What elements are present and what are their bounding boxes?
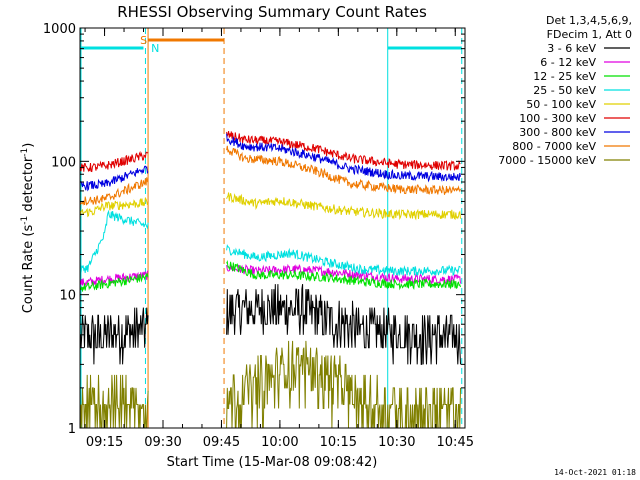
series-line [226,131,461,171]
legend-header-line-1: Det 1,3,4,5,6,9, [546,14,632,27]
legend-label-5: 100 - 300 keV [519,112,596,125]
series-line [226,244,461,277]
saa-marker: S [140,34,147,47]
series-50_100keV [80,192,461,221]
y-axis-label-sup1: -1 [20,216,30,225]
series-12_25keV [80,260,461,292]
series-line [80,177,149,206]
series-layer [80,131,461,428]
x-tick-label-1: 09:30 [144,435,181,450]
x-tick-label-5: 10:30 [378,435,415,450]
legend-label-4: 50 - 100 keV [526,98,596,111]
y-axis-label: Count Rate (s-1 detector-1) [20,143,36,314]
series-line [80,150,149,173]
series-100_300keV [80,131,461,173]
chart-title: RHESSI Observing Summary Count Rates [117,3,427,21]
series-line [226,263,461,285]
legend-label-6: 300 - 800 keV [519,126,596,139]
legend-header: Det 1,3,4,5,6,9, FDecim 1, Att 0 [546,14,632,41]
legend-label-7: 800 - 7000 keV [512,140,596,153]
legend-label-0: 3 - 6 keV [547,42,596,55]
series-3_6keV [80,284,461,365]
legend-label-8: 7000 - 15000 keV [498,154,596,167]
series-line [226,284,461,365]
y-tick-label-0: 1 [68,422,76,437]
series-line [80,165,149,192]
plot-frame [79,27,466,429]
x-tick-label-0: 09:15 [86,435,123,450]
series-line [80,374,149,428]
y-tick-label-2: 100 [51,155,76,170]
series-line [226,340,461,428]
series-line [80,209,149,273]
series-line [226,145,461,195]
legend-header-line-2: FDecim 1, Att 0 [547,28,632,41]
series-line [226,133,461,183]
y-axis-label-end: ) [21,143,36,148]
x-tick-label-3: 10:00 [261,435,298,450]
legend-label-1: 6 - 12 keV [540,56,596,69]
y-axis-label-mid: detector [21,156,36,216]
x-tick-label-2: 09:45 [203,435,240,450]
legend-label-3: 25 - 50 keV [533,84,596,97]
y-axis-label-main: Count Rate (s [21,225,36,314]
night-marker: N [151,42,159,55]
legend-label-2: 12 - 25 keV [533,70,596,83]
series-line [80,307,149,365]
y-tick-label-3: 1000 [43,22,76,37]
axes: 09:15 09:30 09:45 10:00 10:15 10:30 10:45 1 10 10… [43,22,474,450]
y-axis-label-sup2: -1 [20,148,30,157]
x-tick-label-4: 10:15 [320,435,357,450]
y-tick-label-1: 10 [59,289,76,304]
series-line [226,192,461,221]
observing-overlays: SN [80,28,463,428]
series-7000_15000keV [80,340,461,428]
series-line [226,260,461,291]
timestamp: 14-Oct-2021 01:18 [554,468,636,477]
x-axis-label: Start Time (15-Mar-08 09:08:42) [167,455,378,470]
series-300_800keV [80,133,461,192]
x-tick-label-6: 10:45 [437,435,474,450]
series-line [80,272,149,292]
series-25_50keV [80,209,461,277]
series-800_7000keV [80,145,461,206]
series-line [80,196,149,218]
